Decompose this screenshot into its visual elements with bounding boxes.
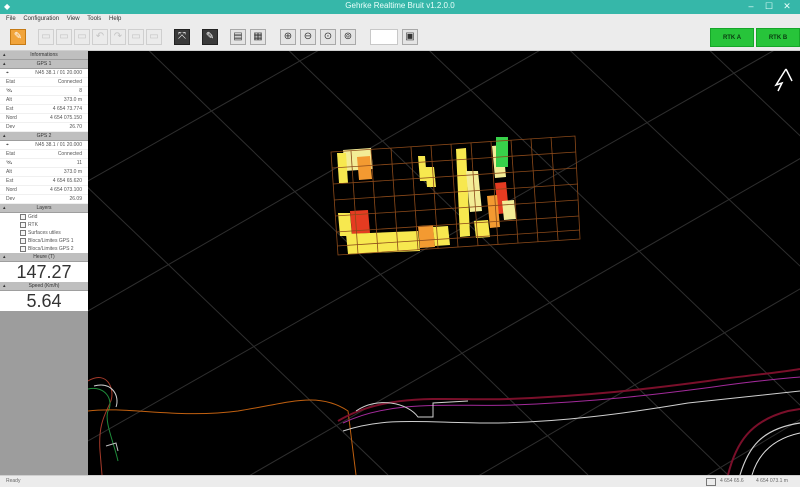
toolbar: ✎ ▭ ▭ ▭ ↶ ↷ ▭ ▭ ⤧ ✎ ▤ ▦ ⊕ ⊖ ⊙ ⊚ ▣ [0, 24, 800, 51]
surveyed-block [331, 136, 580, 255]
undo-button[interactable]: ↶ [92, 29, 108, 45]
layer-rtk-checkbox[interactable]: RTK [0, 221, 88, 229]
export-button[interactable]: ▭ [146, 29, 162, 45]
fullscreen-icon: ⤧ [178, 31, 186, 42]
status-bar: Ready 4 654 65.6 4 654 073.1 m [0, 475, 800, 487]
info-panel: ▴ Informations ▴ GPS 1 ⌖ N45 38.1 / 01 20.0… [0, 51, 88, 311]
north-arrow-icon [776, 69, 792, 91]
redo-icon: ↷ [114, 31, 122, 42]
gps2-dev-row: Dev 26.09 [0, 195, 88, 204]
gps2-east-row: Est 4 654 65.620 [0, 177, 88, 186]
metric2-header[interactable]: ▴ Speed (Km/h) [0, 282, 88, 291]
menu-view[interactable]: View [67, 14, 80, 24]
window-icon: ▤ [233, 31, 242, 42]
export-icon: ▭ [149, 31, 158, 42]
zoom-fit-icon: ⊙ [324, 31, 332, 42]
grid-icon: ▦ [253, 31, 262, 42]
title-bar: ◆ Gehrke Realtime Bruit v1.2.0.0 – ☐ ✕ [0, 0, 800, 14]
info-header[interactable]: ▴ Informations [0, 51, 88, 60]
rtk-b-button[interactable]: RTK B [756, 28, 800, 47]
menu-bar: File Configuration View Tools Help [0, 14, 800, 24]
layers-header[interactable]: ▴ Layers [0, 204, 88, 213]
map-canvas[interactable] [88, 51, 800, 475]
gps1-position-row: ⌖ N45 38.1 / 01 20.000 [0, 69, 88, 78]
gps2-altitude-row: Alt 373.0 m [0, 168, 88, 177]
print-icon: ▭ [131, 31, 140, 42]
zoom-in-icon: ⊕ [284, 31, 292, 42]
undo-icon: ↶ [96, 31, 104, 42]
layer-gps2-checkbox[interactable]: Blocs/Limites GPS 2 [0, 245, 88, 253]
scale-input[interactable] [370, 29, 398, 45]
gps2-header[interactable]: ▴ GPS 2 [0, 132, 88, 141]
zoom-in-button[interactable]: ⊕ [280, 29, 296, 45]
draw-icon: ✎ [206, 31, 214, 42]
gps1-header[interactable]: ▴ GPS 1 [0, 60, 88, 69]
status-coords-east: 4 654 65.6 [720, 478, 744, 484]
gps1-altitude-row: Alt 373.0 m [0, 96, 88, 105]
metric1-header[interactable]: ▴ Heure (T) [0, 253, 88, 262]
gps1-dev-row: Dev 26.70 [0, 123, 88, 132]
status-coords-north: 4 654 073.1 m [756, 478, 788, 484]
layer-gps1-checkbox[interactable]: Blocs/Limites GPS 1 [0, 237, 88, 245]
status-text: Ready [6, 478, 20, 484]
coverage-cells [337, 137, 516, 254]
status-icon [706, 478, 716, 486]
gps2-satellites-row: 🛰 11 [0, 159, 88, 168]
gps1-satellites-row: 🛰 8 [0, 87, 88, 96]
layout-icon: ▣ [405, 31, 414, 42]
zoom-out-button[interactable]: ⊖ [300, 29, 316, 45]
rtk-a-button[interactable]: RTK A [710, 28, 754, 47]
close-button[interactable]: ✕ [780, 1, 794, 12]
print-button[interactable]: ▭ [128, 29, 144, 45]
menu-help[interactable]: Help [109, 14, 121, 24]
gps1-state-row: Etat Connected [0, 78, 88, 87]
zoom-extent-icon: ⊚ [344, 31, 352, 42]
gps2-position-row: ⌖ N45 38.1 / 01 20.000 [0, 141, 88, 150]
fullscreen-button[interactable]: ⤧ [174, 29, 190, 45]
save-icon: ▭ [77, 31, 86, 42]
menu-tools[interactable]: Tools [87, 14, 101, 24]
edit-icon: ✎ [14, 31, 22, 42]
draw-button[interactable]: ✎ [202, 29, 218, 45]
maximize-button[interactable]: ☐ [762, 1, 776, 12]
map-svg [88, 51, 800, 475]
minimize-button[interactable]: – [744, 1, 758, 12]
menu-configuration[interactable]: Configuration [23, 14, 59, 24]
layout-button[interactable]: ▣ [402, 29, 418, 45]
metric2-value: 5.64 [0, 291, 88, 311]
new-button[interactable]: ▭ [38, 29, 54, 45]
zoom-fit-button[interactable]: ⊙ [320, 29, 336, 45]
menu-file[interactable]: File [6, 14, 16, 24]
window-title: Gehrke Realtime Bruit v1.2.0.0 [0, 1, 800, 10]
edit-button[interactable]: ✎ [10, 29, 26, 45]
open-icon: ▭ [59, 31, 68, 42]
gps2-north-row: Nord 4 654 073.100 [0, 186, 88, 195]
window-button[interactable]: ▤ [230, 29, 246, 45]
save-button[interactable]: ▭ [74, 29, 90, 45]
gps1-north-row: Nord 4 654 075.150 [0, 114, 88, 123]
gps1-east-row: Est 4 654 73.774 [0, 105, 88, 114]
open-button[interactable]: ▭ [56, 29, 72, 45]
zoom-extent-button[interactable]: ⊚ [340, 29, 356, 45]
gps2-state-row: Etat Connected [0, 150, 88, 159]
layer-grid-checkbox[interactable]: Grid [0, 213, 88, 221]
grid-button[interactable]: ▦ [250, 29, 266, 45]
new-icon: ▭ [41, 31, 50, 42]
coordinate-grid [88, 51, 800, 475]
layer-surfaces-checkbox[interactable]: Surfaces utiles [0, 229, 88, 237]
boundary-lines [88, 369, 800, 475]
sidebar: ▴ Informations ▴ GPS 1 ⌖ N45 38.1 / 01 20.0… [0, 51, 88, 475]
metric1-value: 147.27 [0, 262, 88, 282]
redo-button[interactable]: ↷ [110, 29, 126, 45]
zoom-out-icon: ⊖ [304, 31, 312, 42]
